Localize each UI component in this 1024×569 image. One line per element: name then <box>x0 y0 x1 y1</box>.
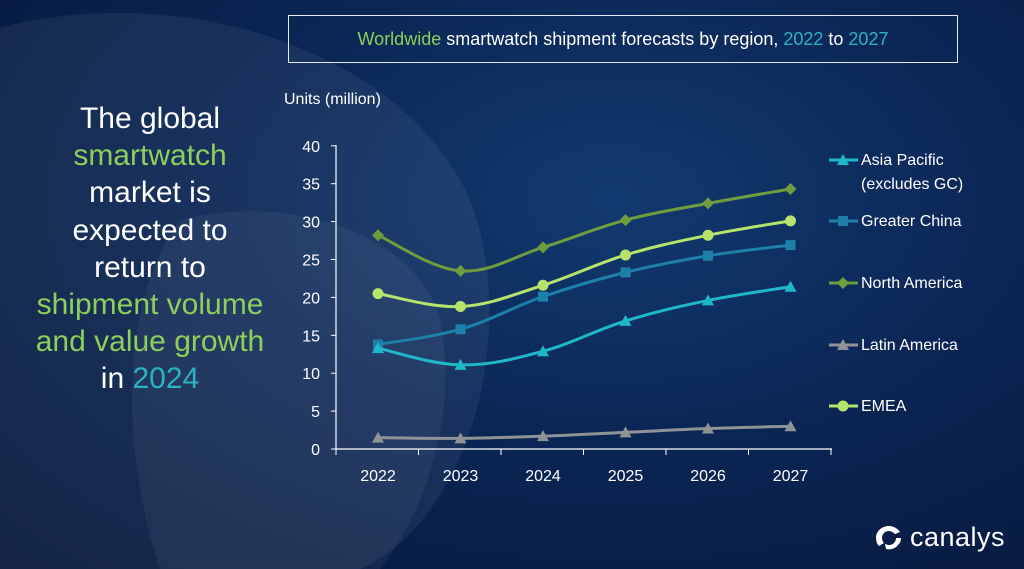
y-tick-label: 0 <box>311 442 320 459</box>
title-to: to <box>823 28 849 49</box>
headline-part-3: shipment volume and value growth <box>35 288 265 359</box>
headline-part-4: in <box>100 362 133 396</box>
headline-part-1: smartwatch <box>73 139 227 173</box>
data-point-latin-america <box>372 431 384 443</box>
data-point-greater-china <box>538 291 548 302</box>
legend-marker-greater-china <box>838 216 848 226</box>
title-worldwide: Worldwide <box>357 28 442 49</box>
legend-label-latin-america: Latin America <box>861 337 958 354</box>
data-point-asia-pacific <box>537 345 549 357</box>
x-tick-label: 2022 <box>360 468 396 485</box>
data-point-latin-america <box>537 430 549 442</box>
y-tick-label: 30 <box>302 215 320 232</box>
data-point-greater-china <box>620 267 631 278</box>
legend-marker-latin-america <box>837 339 849 350</box>
y-tick-label: 20 <box>302 290 320 307</box>
title-year-start: 2022 <box>783 28 824 49</box>
data-point-north-america <box>372 229 384 242</box>
series-line-asia-pacific <box>376 285 792 367</box>
data-point-north-america <box>702 197 714 210</box>
data-point-emea <box>702 229 714 241</box>
series-line-greater-china <box>376 243 792 346</box>
data-point-asia-pacific <box>702 294 714 306</box>
data-point-greater-china <box>703 250 713 261</box>
data-point-asia-pacific <box>372 342 384 354</box>
legend-marker-emea <box>837 400 849 412</box>
data-point-north-america <box>537 241 549 254</box>
legend-label-north-america: North America <box>861 275 962 292</box>
series-line-latin-america <box>376 424 792 440</box>
headline-part-5: 2024 <box>132 362 200 396</box>
legend-marker-asia-pacific <box>837 154 849 165</box>
y-axis-label: Units (million) <box>284 91 381 108</box>
y-tick-label: 40 <box>302 139 320 156</box>
x-tick-label: 2026 <box>690 468 726 485</box>
headline-part-0: The global <box>79 102 221 135</box>
legend-marker-north-america <box>837 277 849 289</box>
x-tick-label: 2027 <box>773 468 809 485</box>
x-tick-label: 2025 <box>608 468 644 485</box>
data-point-emea <box>372 288 384 300</box>
legend-label-asia-pacific: Asia Pacific (excludes GC) <box>861 152 963 193</box>
x-tick-label: 2023 <box>443 468 479 485</box>
y-tick-label: 10 <box>302 366 320 383</box>
canalys-logo: canalys <box>874 522 1005 553</box>
data-point-emea <box>537 279 549 291</box>
x-tick-label: 2024 <box>525 468 561 485</box>
y-tick-label: 5 <box>311 404 320 421</box>
data-point-north-america <box>784 183 797 196</box>
data-point-north-america <box>454 264 467 277</box>
y-tick-label: 35 <box>302 177 320 194</box>
canalys-logo-icon <box>876 525 901 549</box>
data-point-latin-america <box>619 426 632 438</box>
title-middle: smartwatch shipment forecasts by region, <box>441 28 784 49</box>
y-tick-label: 25 <box>302 253 320 270</box>
y-tick-label: 15 <box>302 328 320 345</box>
headline: The global smartwatch market is expected… <box>30 100 270 398</box>
chart-title-box: Worldwide smartwatch shipment forecasts … <box>288 15 958 63</box>
data-point-asia-pacific <box>784 280 797 292</box>
series-line-emea <box>376 219 792 309</box>
title-year-end: 2027 <box>848 28 889 49</box>
data-point-latin-america <box>454 432 467 444</box>
headline-part-2: market is expected to return to <box>72 176 228 284</box>
data-point-emea <box>620 249 631 261</box>
data-point-asia-pacific <box>619 314 632 326</box>
data-point-greater-china <box>785 240 796 251</box>
data-point-latin-america <box>702 422 714 434</box>
legend-label-greater-china: Greater China <box>861 213 962 230</box>
data-point-asia-pacific <box>454 358 467 370</box>
data-point-emea <box>455 300 466 312</box>
logo-text: canalys <box>910 522 1006 552</box>
data-point-greater-china <box>455 324 466 335</box>
series-line-north-america <box>376 187 792 273</box>
data-point-emea <box>785 215 796 227</box>
data-point-north-america <box>619 214 632 227</box>
legend-label-emea: EMEA <box>861 398 907 415</box>
data-point-latin-america <box>784 420 797 432</box>
